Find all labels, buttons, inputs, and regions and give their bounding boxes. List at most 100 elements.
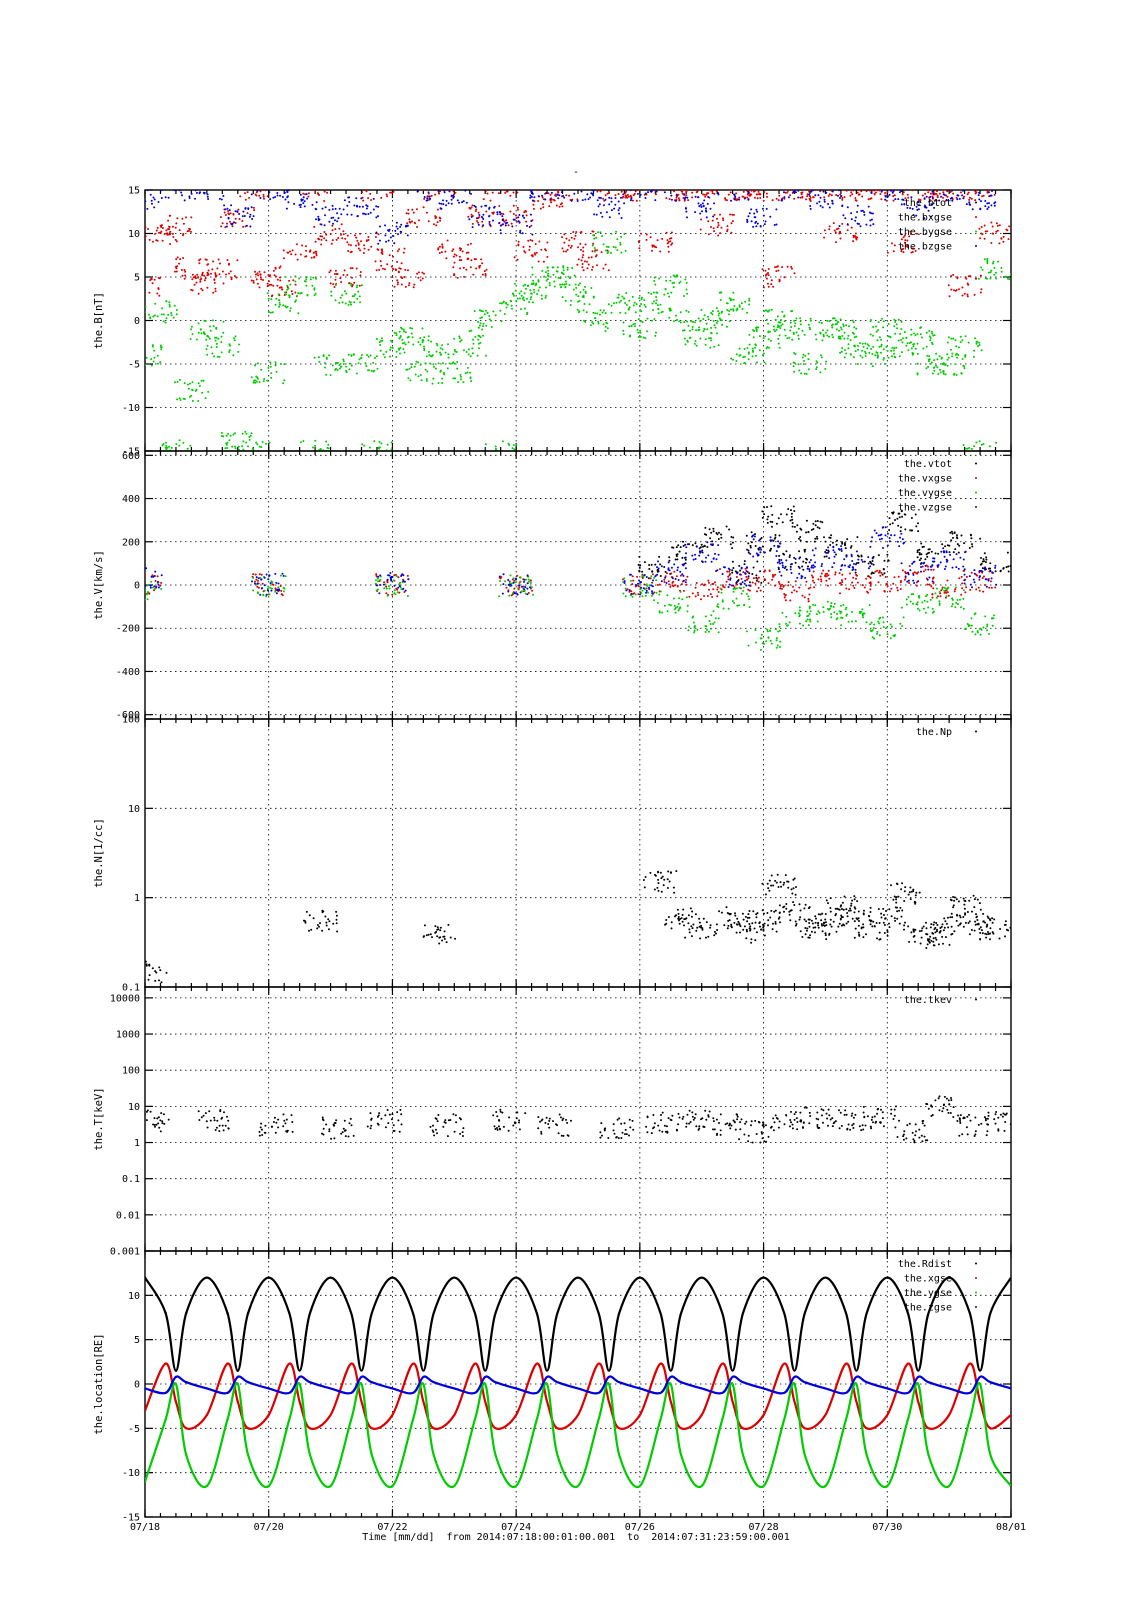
- data-point: [699, 213, 735, 237]
- data-point: [839, 190, 874, 202]
- data-point: [947, 273, 983, 298]
- series-the.xgse: [145, 1362, 1011, 1430]
- x-tick-label: 07/22: [377, 1522, 407, 1533]
- data-point: [664, 907, 699, 930]
- data-point: [576, 249, 610, 272]
- data-point: [205, 1276, 209, 1279]
- legend-marker: [975, 1262, 977, 1265]
- legend-marker: [975, 216, 977, 218]
- series-line: [145, 1276, 1011, 1372]
- panel-3: 100 10 1 0.1 the.N[1/cc] the.Np: [93, 715, 1012, 994]
- data-point: [623, 573, 657, 596]
- data-point: [174, 1382, 178, 1386]
- data-point: [145, 1109, 170, 1133]
- data-point: [258, 1113, 294, 1137]
- data-point: [560, 282, 595, 306]
- panels: 151050-5-10-15the.B[nT]the.btotthe.bxgse…: [93, 186, 1012, 1524]
- data-point: [808, 912, 843, 936]
- data-point: [862, 1105, 897, 1130]
- data-point: [236, 1400, 239, 1403]
- legend-marker: [975, 1291, 977, 1294]
- data-point: [375, 572, 410, 595]
- y-tick-label: 10000: [110, 993, 140, 1004]
- x-tick-label: 07/28: [749, 1522, 779, 1533]
- legend-entry: the.vygse: [898, 488, 952, 499]
- data-point: [869, 616, 905, 640]
- y-tick-label: -10: [122, 403, 140, 414]
- data-point: [686, 610, 720, 634]
- data-point: [498, 574, 534, 598]
- data-point: [194, 190, 225, 201]
- data-point: [148, 276, 161, 297]
- y-tick-label: 0.1: [122, 1174, 140, 1185]
- data-point: [777, 317, 812, 341]
- data-point: [321, 1116, 355, 1140]
- legend-entry: the.ygse: [904, 1288, 952, 1299]
- legend-entry: the.btot: [904, 198, 952, 209]
- data-point: [439, 361, 473, 384]
- data-point: [226, 1391, 229, 1395]
- plot-area: [145, 190, 1011, 451]
- data-point: [932, 547, 967, 570]
- data-point: [890, 882, 921, 905]
- y-tick-label: -15: [122, 447, 140, 458]
- data-point: [561, 230, 596, 253]
- legend-entry: the.vxgse: [898, 474, 952, 485]
- data-point: [429, 1113, 465, 1138]
- data-point: [838, 204, 875, 228]
- y-tick-label: 10: [128, 1102, 140, 1113]
- data-point: [900, 560, 936, 584]
- data-point: [966, 190, 996, 202]
- data-point: [808, 190, 844, 210]
- series-the.bxgse: [145, 190, 1011, 298]
- data-point: [391, 326, 425, 350]
- y-axis-label: the.location[RE]: [93, 1333, 105, 1434]
- series-the.vygse: [145, 574, 995, 651]
- data-point: [499, 213, 534, 236]
- legend-marker: [975, 201, 977, 204]
- data-point: [963, 564, 998, 589]
- series-the.ygse: [145, 1382, 1011, 1489]
- data-point: [794, 917, 828, 941]
- data-point: [886, 335, 919, 359]
- plot-area: [145, 1095, 1011, 1144]
- y-tick-label: -5: [128, 360, 140, 371]
- data-point: [792, 352, 828, 375]
- data-point: [205, 1387, 209, 1390]
- data-point: [185, 1427, 188, 1430]
- data-point: [770, 1110, 804, 1132]
- y-axis-label: the.B[nT]: [93, 292, 105, 349]
- data-point: [684, 541, 720, 563]
- data-point: [645, 1111, 681, 1135]
- data-point: [246, 1311, 250, 1315]
- data-point: [808, 317, 842, 342]
- series-line: [145, 1375, 1011, 1395]
- data-point: [962, 569, 997, 593]
- data-point: [652, 274, 689, 298]
- data-point: [870, 190, 905, 201]
- data-point: [145, 960, 168, 984]
- panel-4: 10000 1000 100 10 1 0.1 0.01 0.001 the.T[keV] the…: [93, 986, 1012, 1258]
- legend-marker: [975, 998, 977, 1001]
- data-point: [738, 1119, 772, 1144]
- data-point: [925, 1095, 960, 1118]
- data-point: [537, 1113, 572, 1137]
- data-point: [416, 190, 432, 202]
- data-point: [174, 256, 208, 281]
- data-point: [236, 1382, 239, 1386]
- series-the.Np: [145, 870, 1011, 984]
- data-point: [226, 1418, 229, 1421]
- plot-area: [145, 505, 1011, 651]
- data-point: [856, 343, 890, 368]
- data-point: [607, 292, 641, 315]
- data-point: [374, 575, 410, 597]
- x-axis: 07/18 07/20 07/22 07/24 07/26 07/28 07/30 08/01: [130, 1522, 1026, 1533]
- data-point: [145, 1276, 147, 1279]
- data-point: [746, 534, 782, 558]
- panel-5: 1050-5-10-15the.location[RE]the.Rdistthe…: [93, 1250, 1012, 1524]
- data-point: [343, 196, 380, 219]
- panel-1: 15 10 5 0 -5 -10 -15 the.B[nT] the.btot the.bxgse…: [93, 186, 1012, 458]
- data-point: [715, 906, 751, 930]
- data-point: [366, 1108, 403, 1133]
- y-tick-label: 0: [134, 316, 140, 327]
